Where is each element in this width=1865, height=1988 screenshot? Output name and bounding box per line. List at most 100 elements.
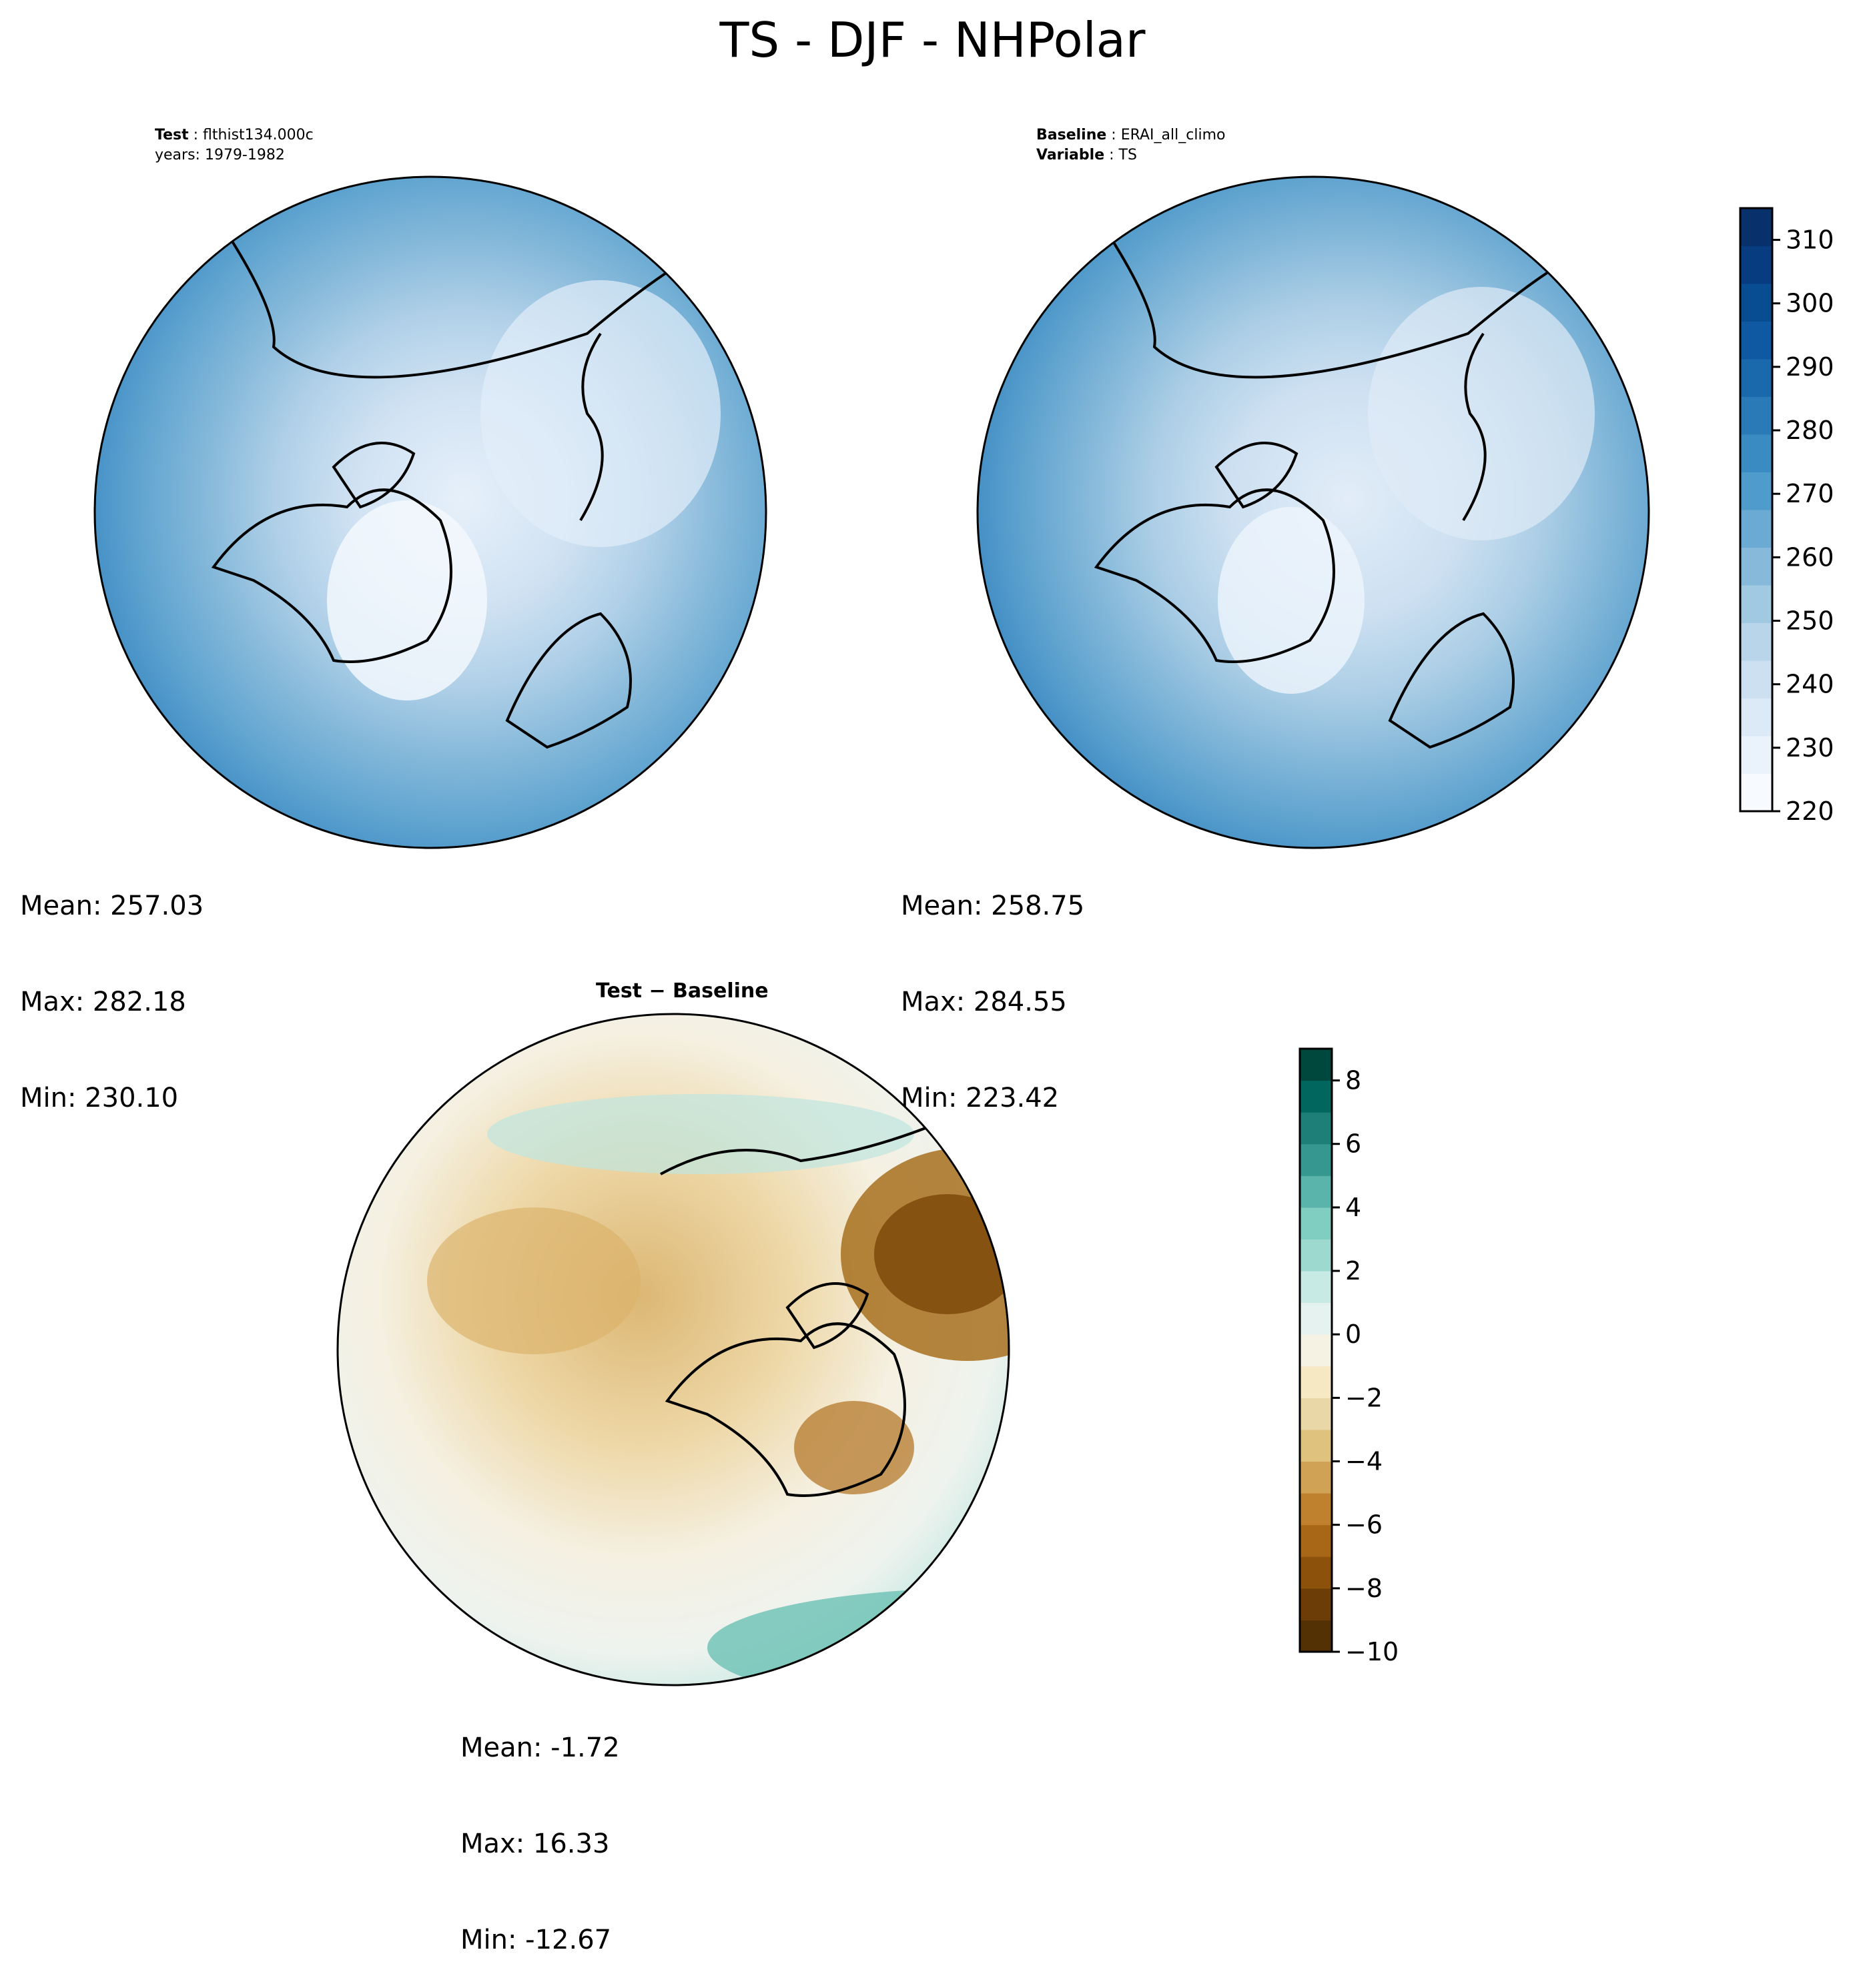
colorbar-diff-segment <box>1300 1175 1332 1208</box>
colorbar-diff-tick-label: −4 <box>1345 1447 1383 1476</box>
diff-coastline-arctic-islands <box>785 1282 869 1350</box>
diff-coastline-greenland <box>665 1322 906 1497</box>
test-coastline-greenland <box>211 488 452 663</box>
colorbar-diff-segment <box>1300 1143 1332 1176</box>
colorbar-main-segment <box>1740 773 1772 812</box>
colorbar-main-segment <box>1740 622 1772 661</box>
figure-title: TS - DJF - NHPolar <box>719 12 1146 68</box>
colorbar-diff-segment <box>1300 1493 1332 1526</box>
test-min: Min: 230.10 <box>20 1083 179 1113</box>
colorbar-diff-segment <box>1300 1334 1332 1367</box>
diff-map-field <box>338 1014 1009 1685</box>
colorbar-main-segment <box>1740 396 1772 435</box>
baseline-stats: Mean: 258.75 Max: 284.55 Min: 223.42 <box>901 826 1084 1146</box>
test-coastline-arctic-islands <box>332 442 416 509</box>
colorbar-diff-segment <box>1300 1271 1332 1304</box>
baseline-coastline-greenland <box>1094 488 1335 663</box>
test-max: Max: 282.18 <box>20 987 186 1017</box>
colorbar-main-tick-label: 300 <box>1786 289 1834 318</box>
baseline-name: ERAI_all_climo <box>1120 127 1226 143</box>
baseline-map-features <box>1080 192 1595 749</box>
diff-cool-bias-north <box>487 1094 914 1174</box>
colorbar-main-segment <box>1740 660 1772 698</box>
colorbar-diff-tick-label: −8 <box>1345 1574 1383 1603</box>
test-siberia-cold-region <box>480 280 721 547</box>
diff-map-border <box>336 1013 1010 1686</box>
baseline-coastline-russia <box>1462 332 1487 522</box>
diff-map <box>336 1013 1248 1686</box>
colorbar-diff-segment <box>1300 1588 1332 1620</box>
colorbar-main-segment <box>1740 359 1772 397</box>
diff-min: Min: -12.67 <box>460 1925 612 1955</box>
variable-label: Variable <box>1036 147 1105 163</box>
colorbar-diff-tick-label: −6 <box>1345 1510 1383 1540</box>
diff-max: Max: 16.33 <box>460 1829 610 1859</box>
colorbar-diff-tick-label: 6 <box>1345 1129 1361 1159</box>
colorbar-diff-segment <box>1300 1556 1332 1589</box>
colorbar-main-segment <box>1740 547 1772 586</box>
colorbar-diff-segment <box>1300 1302 1332 1335</box>
colorbar-diff-tick-label: 0 <box>1345 1320 1361 1349</box>
diff-cool-bias-atlantic <box>707 1588 1009 1685</box>
colorbar-main-tick-label: 280 <box>1786 416 1834 445</box>
colorbar-main-segment <box>1740 284 1772 322</box>
colorbar-diff-tick-label: 8 <box>1345 1066 1361 1095</box>
baseline-map <box>976 175 1650 849</box>
baseline-label: Baseline <box>1036 127 1107 143</box>
diff-coastline-eurasia <box>660 1093 1009 1175</box>
colorbar-main-segment <box>1740 245 1772 284</box>
test-map-features <box>199 192 721 749</box>
test-label: Test <box>155 127 189 143</box>
colorbar-main-segment <box>1740 434 1772 472</box>
baseline-siberia-cold-region <box>1368 287 1595 540</box>
colorbar-main-segment <box>1740 321 1772 360</box>
baseline-metadata: Baseline : ERAI_all_climo Variable : TS <box>1036 127 1226 163</box>
baseline-min: Min: 223.42 <box>901 1083 1060 1113</box>
colorbar-diff-segment <box>1300 1112 1332 1145</box>
test-coastline-russia <box>579 332 604 522</box>
colorbar-main-segment <box>1740 736 1772 774</box>
colorbar-diff-segment <box>1300 1080 1332 1113</box>
diff-bias-canada <box>427 1207 641 1354</box>
colorbar-main-tick-label: 220 <box>1786 797 1834 826</box>
baseline-map-border <box>976 175 1650 849</box>
diff-strong-bias-core <box>874 1194 1009 1314</box>
colorbar-main-tick-label: 250 <box>1786 606 1834 636</box>
colorbar-diff-tick-label: −2 <box>1345 1383 1383 1412</box>
colorbar-diff-tick-label: 2 <box>1345 1256 1361 1286</box>
test-metadata: Test : flthist134.000c years: 1979-1982 <box>155 125 314 165</box>
colorbar-main-segment <box>1740 510 1772 548</box>
test-greenland-cold-region <box>327 500 487 700</box>
colorbar-main-tick-label: 290 <box>1786 352 1834 382</box>
baseline-max: Max: 284.55 <box>901 987 1067 1017</box>
baseline-coastline-scandinavia <box>1388 612 1515 749</box>
colorbar-diff-segment <box>1300 1620 1332 1652</box>
colorbar-main-tick-label: 230 <box>1786 733 1834 763</box>
variable-name: TS <box>1118 147 1137 163</box>
colorbar-main-tick-label: 260 <box>1786 542 1834 572</box>
colorbar-diff-tick-label: 4 <box>1345 1193 1361 1222</box>
colorbar-diff-segment <box>1300 1429 1332 1462</box>
colorbar-main-tick-label: 270 <box>1786 479 1834 508</box>
baseline-mean: Mean: 258.75 <box>901 891 1085 921</box>
colorbar-diff-segment <box>1300 1049 1332 1081</box>
test-years: years: 1979-1982 <box>155 147 285 163</box>
colorbar-diff-segment <box>1300 1239 1332 1272</box>
diff-bias-pacific <box>1021 1101 1248 1248</box>
test-case-name: flthist134.000c <box>203 127 314 143</box>
colorbar-diff-segment <box>1300 1366 1332 1398</box>
test-map-border <box>93 175 767 849</box>
colorbar-main-tick-label: 240 <box>1786 670 1834 699</box>
colorbar-main: 220 230 240 250 260 270 280 290 300 310 <box>1739 207 1834 826</box>
colorbar-diff-segment <box>1300 1398 1332 1430</box>
colorbar-main-border <box>1739 207 1774 813</box>
test-coastline-scandinavia <box>505 612 632 749</box>
colorbar-main-segment <box>1740 585 1772 623</box>
colorbar-diff: −10 −8 −6 −4 −2 0 2 4 6 8 <box>1298 1047 1399 1666</box>
colorbar-main-segment <box>1740 698 1772 736</box>
test-map <box>93 175 767 849</box>
diff-panel-title: Test − Baseline <box>596 979 769 1003</box>
baseline-coastline-eurasia <box>1080 192 1582 379</box>
colorbar-diff-segment <box>1300 1207 1332 1239</box>
